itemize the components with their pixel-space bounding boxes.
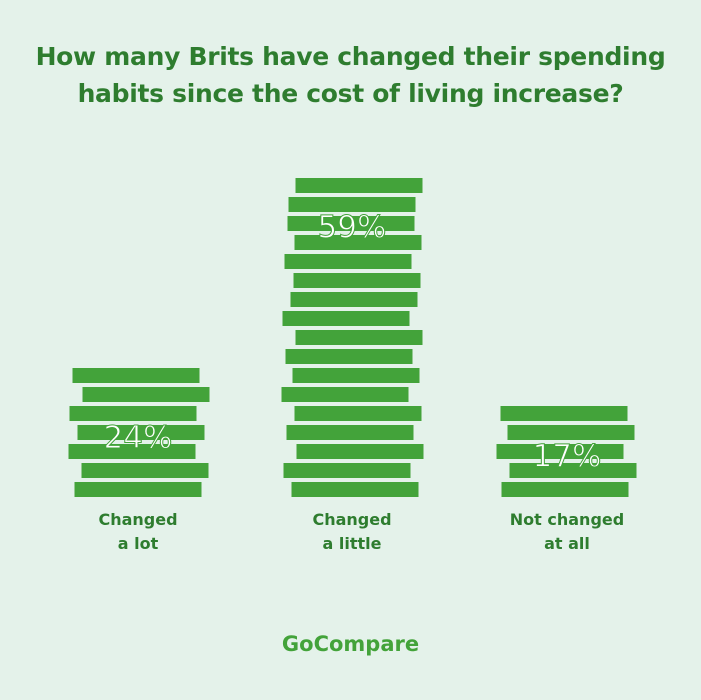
bar-stack-0 — [68, 368, 210, 497]
category-label-not-changed-at-all: Not changed at all — [477, 508, 657, 556]
bar-segment — [295, 178, 423, 193]
value-label: 59% — [318, 209, 387, 245]
category-label-changed-a-lot: Changed a lot — [48, 508, 228, 556]
bar-segment — [288, 197, 416, 212]
value-label: 24% — [104, 420, 173, 456]
bar-stack-2 — [496, 406, 637, 497]
brand-logo: GoCompare — [281, 632, 420, 656]
bar-segment — [281, 387, 409, 402]
bar-segment — [81, 463, 209, 478]
category-label-line: Changed — [312, 510, 392, 529]
bar-segment — [82, 387, 210, 402]
bar-segment — [74, 482, 202, 497]
category-label-changed-a-little: Changed a little — [262, 508, 442, 556]
bar-segment — [294, 235, 422, 250]
bar-segment — [284, 254, 412, 269]
bar-segment — [282, 311, 410, 326]
bar-segment — [496, 444, 624, 459]
bar-segment — [296, 444, 424, 459]
category-label-line: Not changed — [509, 510, 625, 529]
bar-segment — [286, 425, 414, 440]
bar-segment — [501, 482, 629, 497]
category-label-line: a lot — [117, 534, 159, 553]
bar-segment — [295, 330, 423, 345]
bar-segment — [285, 349, 413, 364]
category-label-line: Changed — [98, 510, 178, 529]
chart-title: How many Brits have changed their spendi… — [0, 38, 701, 112]
bar-segment — [72, 368, 200, 383]
bar-segment — [500, 406, 628, 421]
bar-segment — [283, 463, 411, 478]
bar-segment — [292, 368, 420, 383]
bar-segment — [69, 406, 197, 421]
value-label: 17% — [533, 438, 602, 474]
bar-segment — [77, 425, 205, 440]
bar-segment — [290, 292, 418, 307]
bar-stack-1 — [281, 178, 424, 497]
bar-segment — [294, 406, 422, 421]
bar-segment — [507, 425, 635, 440]
category-label-line: at all — [544, 534, 590, 553]
bar-segment — [293, 273, 421, 288]
bar-segment — [287, 216, 415, 231]
title-line-2: habits since the cost of living increase… — [77, 79, 624, 108]
bar-segment — [291, 482, 419, 497]
bar-segment — [509, 463, 637, 478]
title-line-1: How many Brits have changed their spendi… — [35, 42, 666, 71]
bar-segment — [68, 444, 196, 459]
category-label-line: a little — [322, 534, 382, 553]
